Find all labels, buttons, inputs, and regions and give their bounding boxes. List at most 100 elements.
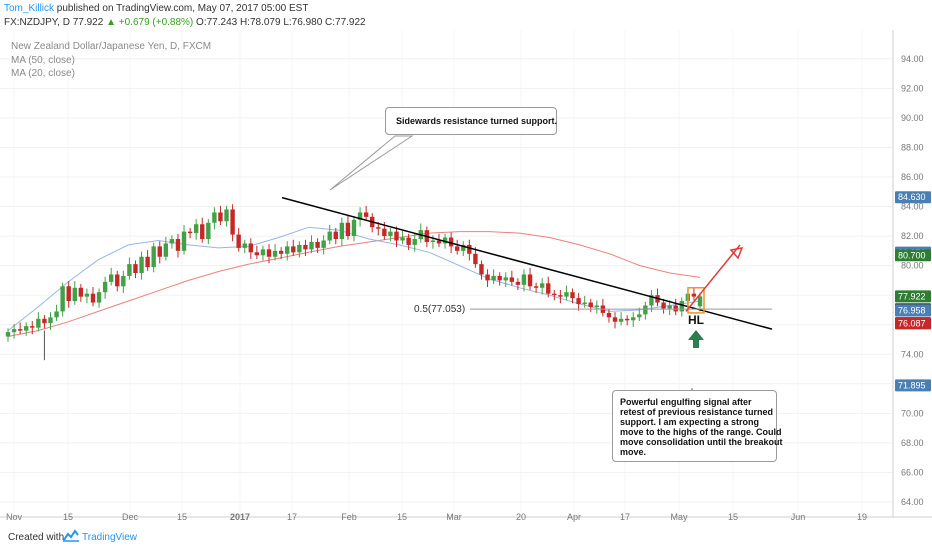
candle-body bbox=[212, 212, 217, 223]
legend-ma50[interactable]: MA (50, close) bbox=[11, 55, 75, 66]
candle-body bbox=[72, 287, 77, 302]
callout-engulfing[interactable]: Powerful engulfing signal after retest of… bbox=[612, 390, 783, 462]
ohlc-values: O:77.243 H:78.079 L:76.980 C:77.922 bbox=[193, 17, 366, 28]
candle-body bbox=[442, 237, 448, 244]
price-label-box bbox=[895, 379, 931, 392]
candle-body bbox=[187, 231, 193, 234]
candle-body bbox=[406, 237, 411, 245]
tradingview-brand-link[interactable]: TradingView bbox=[82, 532, 138, 543]
y-tick-label: 66.00 bbox=[901, 467, 924, 477]
candle-body bbox=[357, 212, 363, 220]
candle-body bbox=[594, 305, 600, 308]
candle-body bbox=[679, 301, 684, 312]
candle-body bbox=[151, 246, 156, 268]
price-label-box bbox=[895, 249, 931, 262]
candle-body bbox=[388, 231, 393, 237]
candle-body bbox=[570, 292, 575, 299]
candle-body bbox=[376, 227, 381, 229]
x-tick-label: 15 bbox=[728, 512, 738, 522]
x-tick-label: 17 bbox=[287, 512, 297, 522]
candle-body bbox=[552, 293, 557, 296]
candle-body bbox=[588, 302, 593, 307]
x-tick-label: 20 bbox=[516, 512, 526, 522]
candle-body bbox=[497, 275, 502, 281]
highlight-box bbox=[687, 287, 705, 314]
candle-body bbox=[145, 256, 150, 268]
ma50-line bbox=[7, 231, 701, 337]
legend-ma20[interactable]: MA (20, close) bbox=[11, 68, 75, 79]
callout-engulfing-text: Powerful engulfing signal after retest of… bbox=[620, 397, 783, 457]
candle-body bbox=[260, 249, 266, 256]
projection-arrow-head bbox=[729, 247, 744, 260]
candle-body bbox=[181, 231, 187, 251]
candle-body bbox=[278, 250, 284, 254]
candle-body bbox=[503, 277, 508, 281]
x-tick-label: May bbox=[670, 512, 688, 522]
y-tick-label: 86.00 bbox=[901, 172, 924, 182]
candle-body bbox=[54, 311, 59, 318]
candle-body bbox=[479, 264, 484, 275]
candle-body bbox=[321, 240, 326, 248]
time-axis: Nov 15 Dec 15 2017 17 Feb 15 Mar 20 Apr 17 May 15 Jun 1… bbox=[0, 512, 932, 522]
candle-body bbox=[436, 240, 442, 244]
candle-body bbox=[175, 239, 181, 251]
candle-body bbox=[521, 274, 527, 285]
candle-body bbox=[618, 318, 624, 322]
candle-body bbox=[576, 298, 581, 305]
candle-body bbox=[169, 239, 175, 244]
price-label-text: 76.958 bbox=[898, 306, 926, 316]
candle-body bbox=[315, 241, 320, 248]
candle-body bbox=[333, 231, 338, 240]
tradingview-logo-icon[interactable] bbox=[62, 529, 80, 543]
candle-body bbox=[60, 286, 65, 312]
candle-body bbox=[133, 264, 138, 273]
ma50-polyline bbox=[7, 231, 701, 337]
candle-body bbox=[272, 250, 278, 257]
x-tick-label: 15 bbox=[397, 512, 407, 522]
candle-body bbox=[254, 252, 260, 256]
candle-body bbox=[102, 281, 108, 293]
candle-body bbox=[36, 318, 41, 328]
projection-arrow-line bbox=[685, 244, 741, 312]
x-tick-label: 19 bbox=[857, 512, 867, 522]
price-chart[interactable]: 64.0066.0068.0070.0072.0074.0076.0078.00… bbox=[0, 30, 932, 526]
candle-body bbox=[303, 244, 308, 250]
author-link[interactable]: Tom_Killick bbox=[4, 3, 55, 14]
symbol-line: FX:NZDJPY, D 77.922 ▲ +0.679 (+0.88%) O:… bbox=[4, 17, 366, 28]
price-label-text: 80.700 bbox=[898, 250, 926, 260]
x-tick-label: 17 bbox=[620, 512, 630, 522]
candle-body bbox=[108, 274, 114, 282]
candle-body bbox=[691, 293, 697, 297]
candle-body bbox=[454, 246, 460, 251]
candle-body bbox=[11, 329, 17, 333]
x-tick-label: 15 bbox=[63, 512, 73, 522]
price-label-box bbox=[895, 191, 931, 204]
candle-body bbox=[382, 228, 387, 237]
candle-body bbox=[84, 293, 90, 297]
chart-header: Tom_Killick published on TradingView.com… bbox=[0, 0, 932, 30]
candle-body bbox=[661, 302, 666, 309]
candle-body bbox=[266, 249, 272, 257]
x-tick-label: Dec bbox=[122, 512, 139, 522]
x-tick-label: Apr bbox=[567, 512, 581, 522]
candle-body bbox=[363, 212, 369, 217]
candle-body bbox=[5, 332, 11, 337]
candle-body bbox=[430, 240, 436, 242]
price-label-text: 71.895 bbox=[898, 380, 926, 390]
candle-body bbox=[515, 281, 521, 285]
publisher-line: Tom_Killick published on TradingView.com… bbox=[4, 3, 308, 14]
candle-body bbox=[485, 274, 490, 281]
callout-resistance[interactable]: Sidewards resistance turned support. bbox=[385, 107, 557, 135]
candle-body bbox=[539, 283, 545, 288]
candle-body bbox=[291, 246, 296, 253]
candle-body bbox=[564, 292, 569, 297]
candle-body bbox=[48, 317, 53, 324]
candle-body bbox=[327, 231, 332, 241]
candle-body bbox=[400, 237, 405, 241]
candle-body bbox=[345, 222, 351, 237]
candle-body bbox=[467, 244, 472, 254]
candle-body bbox=[582, 302, 587, 305]
symbol-info: FX:NZDJPY, D 77.922 bbox=[4, 17, 104, 28]
candle-body bbox=[224, 209, 229, 222]
footer: Created with TradingView bbox=[0, 526, 932, 550]
